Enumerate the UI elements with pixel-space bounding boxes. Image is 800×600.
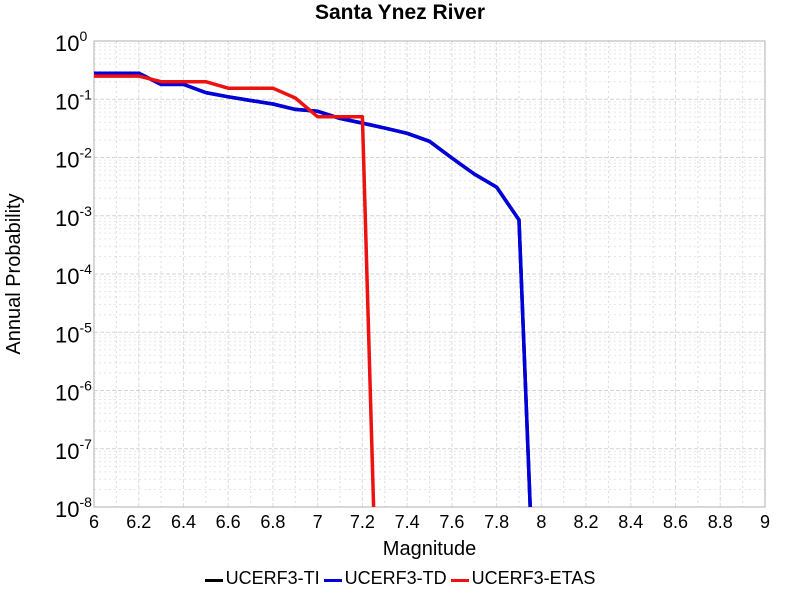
y-tick-label: 10-6 — [55, 378, 92, 406]
chart-title: Santa Ynez River — [314, 1, 486, 24]
plot-frame — [93, 40, 766, 508]
legend-label: UCERF3-TD — [344, 568, 447, 588]
x-tick-label: 7.2 — [350, 512, 375, 532]
x-tick-label: 8.6 — [663, 512, 688, 532]
x-tick-label: 7 — [313, 512, 323, 532]
y-tick-label: 10-7 — [55, 436, 92, 464]
legend-swatch — [323, 578, 342, 582]
x-tick-label: 7.6 — [439, 512, 464, 532]
x-tick-label: 7.8 — [484, 512, 509, 532]
x-tick-label: 6.2 — [126, 512, 151, 532]
y-tick-label: 10-4 — [55, 261, 92, 289]
legend: UCERF3-TI UCERF3-TD UCERF3-ETAS — [0, 568, 800, 589]
y-tick-label: 10-5 — [55, 319, 92, 347]
legend-item: UCERF3-ETAS — [450, 568, 596, 589]
y-tick-label: 100 — [55, 28, 87, 56]
x-tick-label: 6 — [89, 512, 99, 532]
y-tick-label: 10-2 — [55, 145, 92, 173]
grid — [93, 41, 766, 508]
y-tick-label: 10-8 — [55, 494, 92, 522]
x-tick-label: 8.4 — [618, 512, 643, 532]
series-line-UCERF3-ETAS — [94, 74, 376, 508]
x-tick-label: 8.8 — [708, 512, 733, 532]
y-axis-label: Annual Probability — [3, 193, 25, 354]
x-axis-label: Magnitude — [383, 538, 476, 560]
series-group — [94, 71, 532, 508]
legend-swatch — [204, 578, 223, 582]
x-tick-label: 9 — [760, 512, 770, 532]
x-axis-ticks: 6 6.2 6.4 6.6 6.8 7 7.2 7.4 7.6 7.8 8 8.2 8.4 8.6 8.8 9 — [89, 512, 770, 532]
x-tick-label: 8 — [536, 512, 546, 532]
y-tick-label: 10-1 — [55, 86, 92, 114]
y-axis-ticks: 100 10-1 10-2 10-3 10-4 10-5 10-6 10-7 10-8 — [55, 28, 92, 522]
x-tick-label: 6.8 — [260, 512, 285, 532]
legend-item: UCERF3-TI — [204, 568, 320, 589]
x-tick-label: 7.4 — [395, 512, 420, 532]
legend-swatch — [450, 578, 469, 582]
series-line-UCERF3-TI — [94, 71, 532, 508]
x-tick-label: 8.2 — [574, 512, 599, 532]
legend-label: UCERF3-TI — [225, 568, 320, 588]
y-tick-label: 10-3 — [55, 203, 92, 231]
legend-label: UCERF3-ETAS — [471, 568, 596, 588]
legend-item: UCERF3-TD — [323, 568, 447, 589]
series-line-UCERF3-TD — [94, 71, 532, 508]
x-tick-label: 6.4 — [171, 512, 196, 532]
x-tick-label: 6.6 — [216, 512, 241, 532]
